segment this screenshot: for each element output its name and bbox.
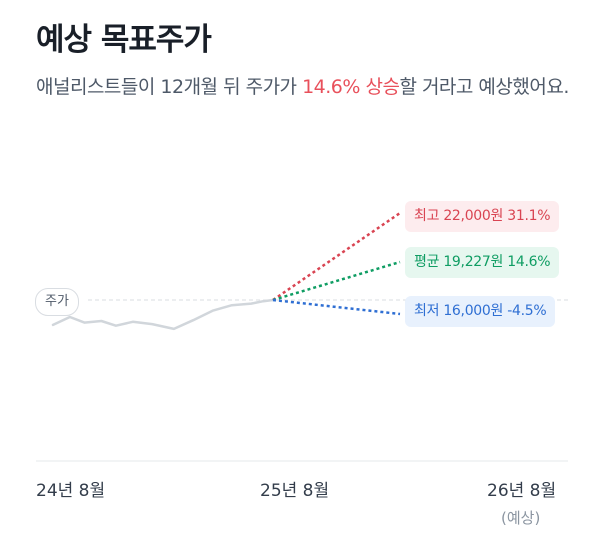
description-text-end: 할 거라고 예상했어요.	[399, 76, 569, 98]
target-average-name: 평균	[414, 254, 440, 270]
x-tick-forecast-note: (예상)	[501, 509, 541, 527]
price-reference-label: 주가	[35, 288, 79, 316]
target-high-price: 22,000원	[443, 208, 504, 224]
target-high-change: 31.1%	[507, 208, 551, 224]
target-high-label: 최고 22,000원 31.1%	[405, 201, 560, 232]
target-high-name: 최고	[414, 208, 440, 224]
target-low-name: 최저	[414, 303, 440, 319]
target-low-label: 최저 16,000원 -4.5%	[405, 296, 556, 327]
target-average-price: 19,227원	[443, 254, 504, 270]
target-average-label: 평균 19,227원 14.6%	[405, 247, 560, 278]
x-tick-label: 24년 8월	[36, 481, 106, 501]
target-low-change: -4.5%	[507, 303, 547, 319]
price-history-line	[51, 298, 275, 331]
forecast-description: 애널리스트들이 12개월 뒤 주가가 14.6% 상승할 거라고 예상했어요.	[36, 70, 576, 104]
target-average-change: 14.6%	[507, 254, 551, 270]
page-title: 예상 목표주가	[36, 22, 212, 58]
description-text: 애널리스트들이 12개월 뒤 주가가	[36, 76, 303, 98]
x-tick-label: 26년 8월	[487, 481, 557, 501]
target-low-line	[272, 298, 401, 316]
target-low-price: 16,000원	[443, 303, 504, 319]
description-highlight: 14.6% 상승	[302, 76, 400, 98]
x-tick-label: 25년 8월	[260, 481, 330, 501]
target-high-line	[272, 211, 401, 302]
target-average-line	[272, 260, 401, 302]
